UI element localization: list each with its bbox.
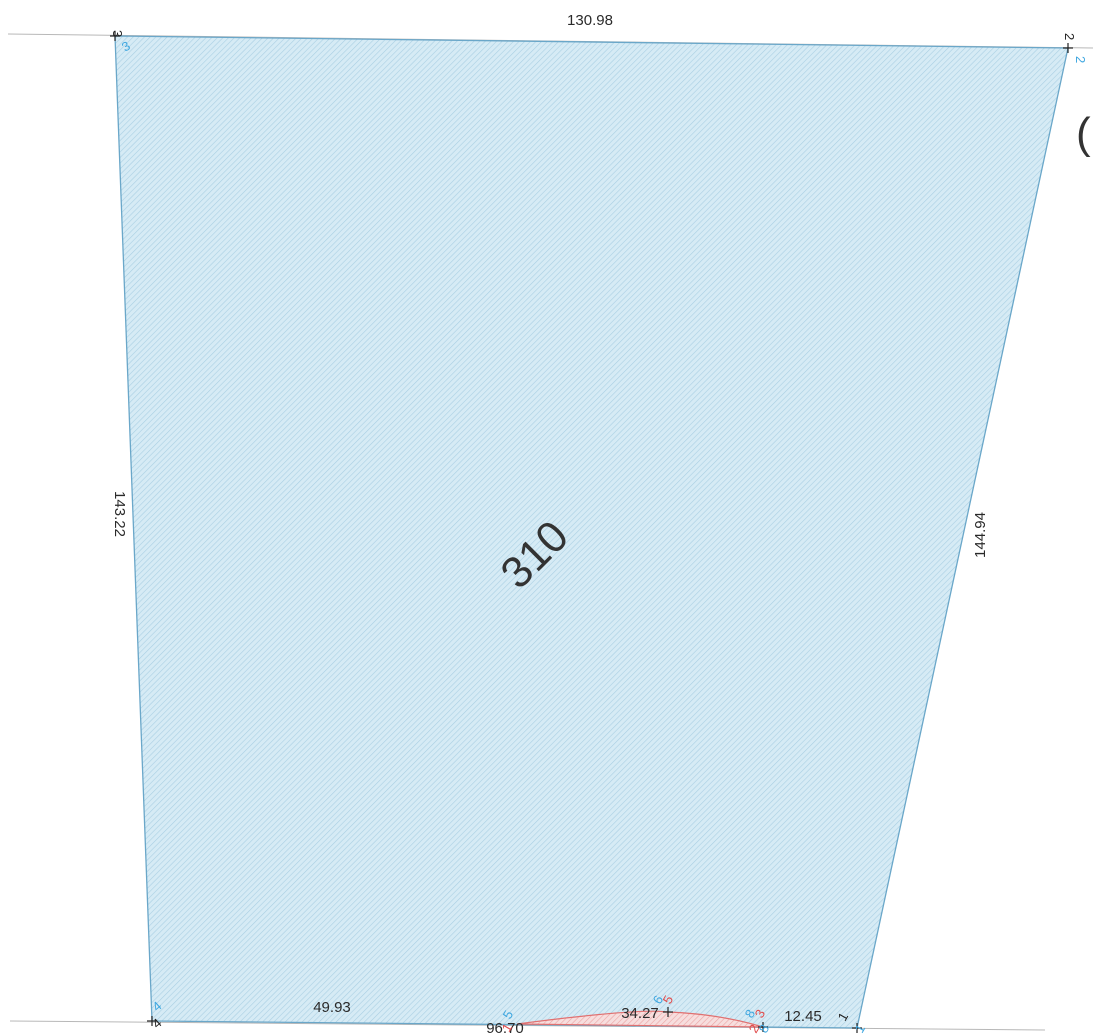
plus-cross-icon [663,1007,673,1017]
dimension-bottom-middle: 34.27 [621,1005,659,1022]
parcel-polygon[interactable] [114,35,1069,1029]
dimension-left: 143.22 [111,491,128,537]
plus-cross-icon [852,1023,862,1033]
dimension-right: 144.94 [972,512,989,558]
plus-cross-icon [110,31,120,41]
bottom-boundary-line [9,1020,1046,1031]
dimension-bottom-total: 96.70 [486,1020,524,1036]
plus-cross-icon [758,1022,768,1032]
dimension-top: 130.98 [567,12,613,29]
plus-cross-icon [1063,43,1073,53]
vertex-label-3-black: 3 [110,30,125,37]
plus-cross-icon [147,1016,157,1026]
vertex-markers [110,31,1073,1033]
vertex-label-1-blue: 1 [852,1022,869,1036]
neighbor-parcel-label: ( [1076,109,1091,158]
dimension-bottom-left: 49.93 [313,999,351,1016]
vertex-label-2-blue: 2 [1073,56,1088,63]
dimension-bottom-right: 12.45 [784,1008,822,1025]
vertex-label-2-black: 2 [1062,33,1077,40]
